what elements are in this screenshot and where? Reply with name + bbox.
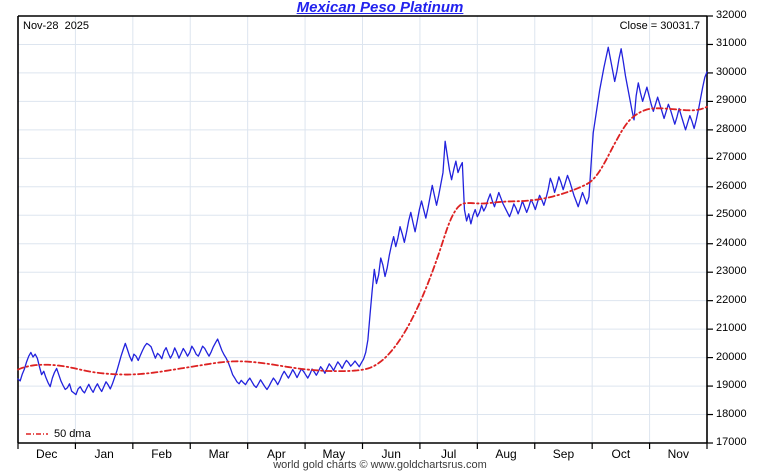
- data-series-lines: [17, 46, 708, 396]
- x-tick-label: Nov: [667, 447, 689, 461]
- y-tick-label: 31000: [716, 37, 747, 50]
- x-tick-label: Mar: [208, 447, 230, 461]
- x-tick-label: Aug: [495, 447, 517, 461]
- y-tick-label: 29000: [716, 94, 747, 107]
- footer-credit: world gold charts © www.goldchartsrus.co…: [273, 459, 487, 471]
- x-tick-label: Oct: [611, 447, 631, 461]
- y-tick-label: 24000: [716, 236, 747, 249]
- legend: 50 dma: [26, 428, 91, 440]
- y-tick-label: 19000: [716, 379, 747, 392]
- y-tick-label: 30000: [716, 65, 747, 78]
- y-tick-label: 26000: [716, 179, 747, 192]
- date-label: Nov-28 2025: [23, 20, 90, 32]
- y-tick-label: 32000: [716, 9, 747, 21]
- chart-title: Mexican Peso Platinum: [296, 0, 464, 16]
- x-tick-label: Jul: [440, 447, 457, 461]
- legend-label-50dma: 50 dma: [54, 428, 91, 440]
- y-tick-label: 23000: [716, 265, 747, 278]
- grid-lines: [18, 16, 707, 443]
- y-tick-label: 17000: [716, 436, 747, 448]
- y-tick-label: 27000: [716, 151, 747, 164]
- x-tick-label: Jun: [381, 447, 401, 461]
- dma-legend-swatch: [26, 433, 48, 435]
- y-tick-label: 21000: [716, 322, 747, 335]
- x-tick-label: May: [322, 447, 346, 461]
- x-tick-label: Feb: [151, 447, 172, 461]
- y-tick-label: 25000: [716, 208, 747, 221]
- axis-ticks: [17, 15, 713, 449]
- y-tick-label: 28000: [716, 122, 747, 135]
- y-tick-label: 20000: [716, 350, 747, 363]
- x-tick-label: Apr: [267, 447, 286, 461]
- x-tick-label: Dec: [36, 447, 58, 461]
- y-tick-label: 22000: [716, 293, 747, 306]
- y-tick-label: 18000: [716, 407, 747, 420]
- x-tick-label: Jan: [94, 447, 114, 461]
- close-value-label: Close = 30031.7: [619, 20, 700, 32]
- x-tick-label: Sep: [552, 447, 575, 461]
